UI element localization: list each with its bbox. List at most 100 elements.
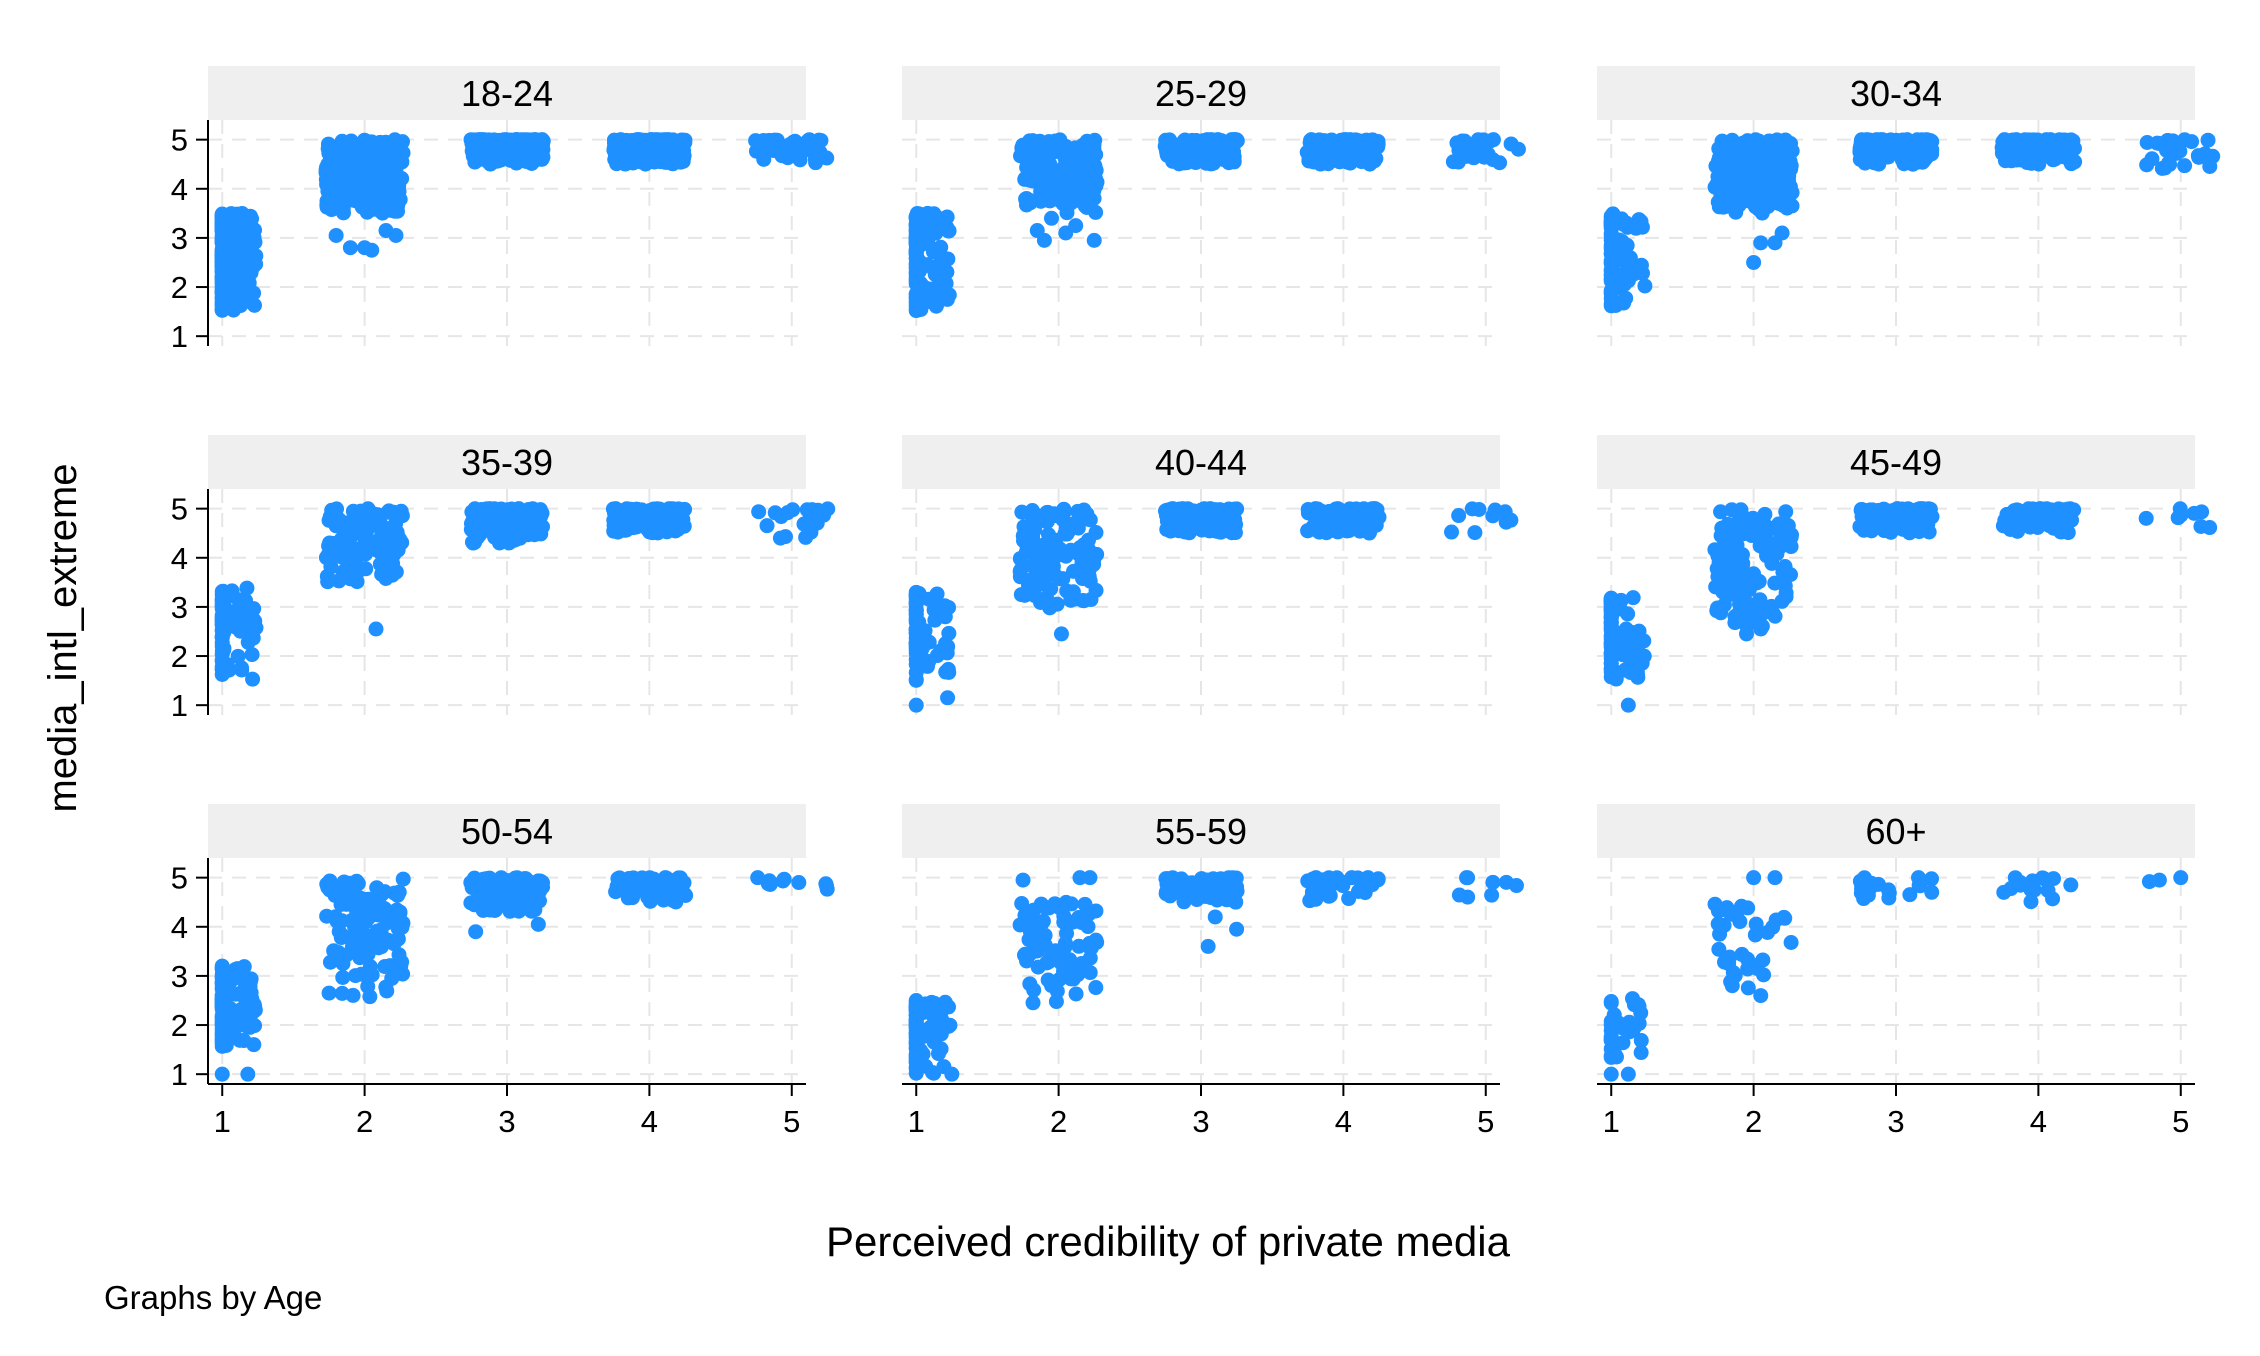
data-point — [1760, 924, 1776, 940]
data-point — [486, 147, 502, 163]
panel-35-39: 35-39 1 2 3 4 5 — [171, 435, 836, 723]
data-point — [1012, 551, 1028, 567]
data-point — [1218, 503, 1234, 519]
data-point — [1059, 583, 1075, 599]
data-point — [214, 601, 230, 617]
data-point — [214, 1012, 230, 1028]
data-point — [1192, 881, 1208, 897]
data-point — [1862, 504, 1878, 520]
data-point — [222, 1000, 238, 1016]
data-point — [487, 506, 503, 522]
data-point — [1017, 946, 1033, 962]
data-point — [1024, 503, 1040, 519]
data-point — [1041, 186, 1057, 202]
data-point — [1620, 697, 1636, 713]
panel-title: 60+ — [1865, 811, 1926, 852]
data-point — [1905, 156, 1921, 172]
data-point — [1310, 501, 1326, 517]
data-point — [1053, 626, 1069, 642]
data-point — [1756, 515, 1772, 531]
data-point — [1615, 216, 1631, 232]
panel-strip — [208, 66, 806, 120]
points-group — [908, 501, 1519, 713]
data-point — [1445, 154, 1461, 170]
data-point — [1207, 909, 1223, 925]
data-point — [1364, 140, 1380, 156]
y-tick-label: 4 — [171, 910, 188, 945]
data-point — [653, 137, 669, 153]
data-point — [608, 884, 624, 900]
data-point — [331, 914, 347, 930]
data-point — [1734, 153, 1750, 169]
data-point — [1603, 1017, 1619, 1033]
points-group — [1603, 501, 2218, 713]
data-point — [395, 966, 411, 982]
data-point — [2007, 870, 2023, 886]
data-point — [393, 135, 409, 151]
data-point — [908, 697, 924, 713]
data-point — [1729, 905, 1745, 921]
data-point — [1913, 510, 1929, 526]
data-point — [1615, 266, 1631, 282]
data-point — [1077, 896, 1093, 912]
data-point — [919, 1027, 935, 1043]
data-point — [1770, 158, 1786, 174]
data-point — [319, 908, 335, 924]
data-point — [1086, 232, 1102, 248]
data-point — [214, 975, 230, 991]
data-point — [1082, 512, 1098, 528]
data-point — [908, 996, 924, 1012]
data-point — [244, 647, 260, 663]
data-point — [234, 971, 250, 987]
y-tick-label: 1 — [171, 319, 188, 354]
data-point — [390, 527, 406, 543]
data-point — [228, 986, 244, 1002]
x-tick-label: 2 — [1745, 1104, 1762, 1139]
data-point — [352, 170, 368, 186]
x-axis-label: Perceived credibility of private media — [826, 1218, 1511, 1265]
x-tick-label: 5 — [2172, 1104, 2189, 1139]
data-point — [1911, 524, 1927, 540]
panel-strip — [1597, 804, 2195, 858]
data-point — [1770, 536, 1786, 552]
y-tick-label: 3 — [171, 221, 188, 256]
data-point — [1019, 586, 1035, 602]
data-point — [354, 196, 370, 212]
data-point — [1731, 605, 1747, 621]
data-point — [1451, 508, 1467, 524]
data-point — [1924, 509, 1940, 525]
data-point — [228, 211, 244, 227]
data-point — [1631, 1015, 1647, 1031]
data-point — [1026, 982, 1042, 998]
x-tick-label: 5 — [1477, 1104, 1494, 1139]
data-point — [1025, 995, 1041, 1011]
data-point — [1041, 538, 1057, 554]
data-point — [528, 132, 544, 148]
data-point — [1498, 514, 1514, 530]
data-point — [377, 959, 393, 975]
panel-30-34: 30-34 — [1597, 66, 2221, 346]
data-point — [1044, 978, 1060, 994]
data-point — [2006, 503, 2022, 519]
data-point — [224, 585, 240, 601]
data-point — [390, 931, 406, 947]
panel-strip — [1597, 435, 2195, 489]
data-point — [1603, 216, 1619, 232]
data-point — [1866, 155, 1882, 171]
data-point — [674, 886, 690, 902]
data-point — [940, 690, 956, 706]
data-point — [221, 270, 237, 286]
data-point — [348, 553, 364, 569]
data-point — [1603, 245, 1619, 261]
data-point — [820, 501, 836, 517]
panel-40-44: 40-44 — [902, 435, 1519, 715]
data-point — [908, 1015, 924, 1031]
data-point — [931, 288, 947, 304]
data-point — [1740, 980, 1756, 996]
data-point — [1753, 235, 1769, 251]
data-point — [928, 594, 944, 610]
data-point — [2205, 148, 2221, 164]
points-group — [214, 132, 835, 318]
data-point — [1158, 871, 1174, 887]
data-point — [780, 150, 796, 166]
